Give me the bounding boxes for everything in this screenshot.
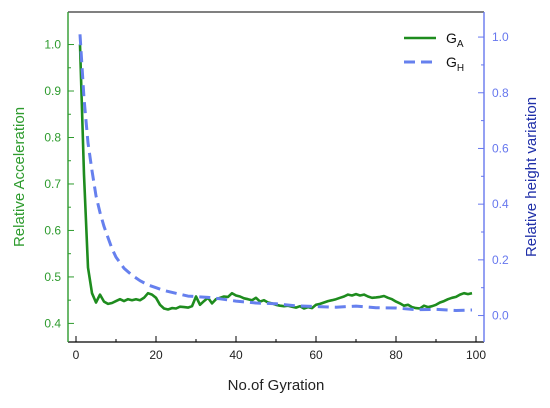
axis-titles: No.of Gyration Relative Acceleration Relat… [11, 97, 540, 394]
right-y-tick-label: 0.4 [492, 197, 509, 211]
x-tick-label: 40 [229, 348, 243, 362]
left-y-tick-label: 0.4 [44, 316, 61, 330]
legend-label-ga: GA [446, 30, 464, 50]
x-tick-label: 20 [149, 348, 163, 362]
axes-layer: 0 20 40 60 80 100 0.4 0.5 0.6 0.7 0.8 0.9 1.0 0.0 0.2 0… [44, 11, 509, 362]
x-axis-title: No.of Gyration [228, 377, 325, 394]
series-layer [78, 34, 473, 312]
left-y-tick-label: 1.0 [44, 38, 61, 52]
series-line-gh [78, 34, 473, 312]
left-y-tick-label: 0.9 [44, 84, 61, 98]
x-tick-label: 0 [73, 348, 80, 362]
left-y-tick-label: 0.6 [44, 223, 61, 237]
right-y-tick-label: 1.0 [492, 30, 509, 44]
right-y-axis-title: Relative height variation [523, 97, 540, 257]
x-tick-label: 60 [309, 348, 323, 362]
legend: GA GH [404, 30, 464, 74]
series-line-ga [78, 44, 473, 311]
right-y-tick-label: 0.8 [492, 86, 509, 100]
right-y-tick-label: 0.0 [492, 309, 509, 323]
left-y-tick-label: 0.5 [44, 270, 61, 284]
right-y-tick-label: 0.6 [492, 141, 509, 155]
x-tick-label: 100 [466, 348, 486, 362]
legend-label-gh: GH [446, 54, 464, 74]
x-tick-label: 80 [389, 348, 403, 362]
left-y-axis-title: Relative Acceleration [11, 107, 28, 247]
left-y-tick-label: 0.8 [44, 130, 61, 144]
right-y-tick-label: 0.2 [492, 253, 509, 267]
left-y-tick-label: 0.7 [44, 177, 61, 191]
